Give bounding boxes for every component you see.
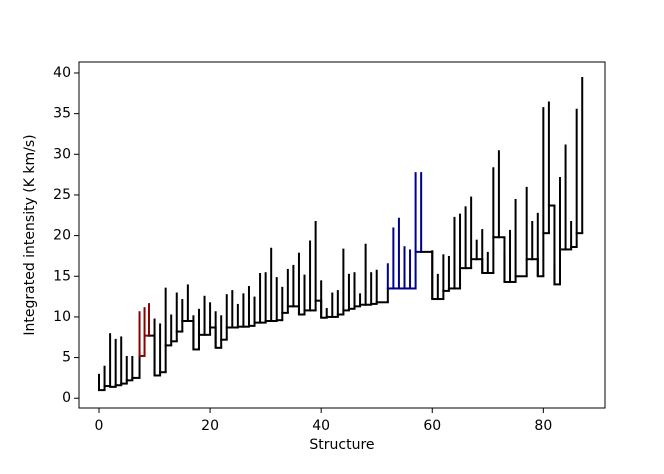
y-tick-label: 5: [62, 350, 71, 366]
y-tick-label: 30: [53, 146, 71, 162]
x-tick-label: 0: [95, 418, 104, 434]
plot-frame: [78, 61, 606, 409]
x-tick-label: 20: [201, 418, 219, 434]
y-tick-label: 25: [53, 187, 71, 203]
x-tick-label: 60: [423, 418, 441, 434]
y-tick-label: 20: [53, 228, 71, 244]
x-tick-label: 80: [534, 418, 552, 434]
y-axis-label: Integrated intensity (K km/s): [22, 134, 38, 335]
y-tick-label: 40: [53, 65, 71, 81]
x-axis-label: Structure: [309, 437, 374, 453]
x-tick-label: 40: [312, 418, 330, 434]
y-tick-label: 0: [62, 390, 71, 406]
y-tick-label: 15: [53, 268, 71, 284]
y-tick-label: 10: [53, 309, 71, 325]
y-tick-label: 35: [53, 106, 71, 122]
